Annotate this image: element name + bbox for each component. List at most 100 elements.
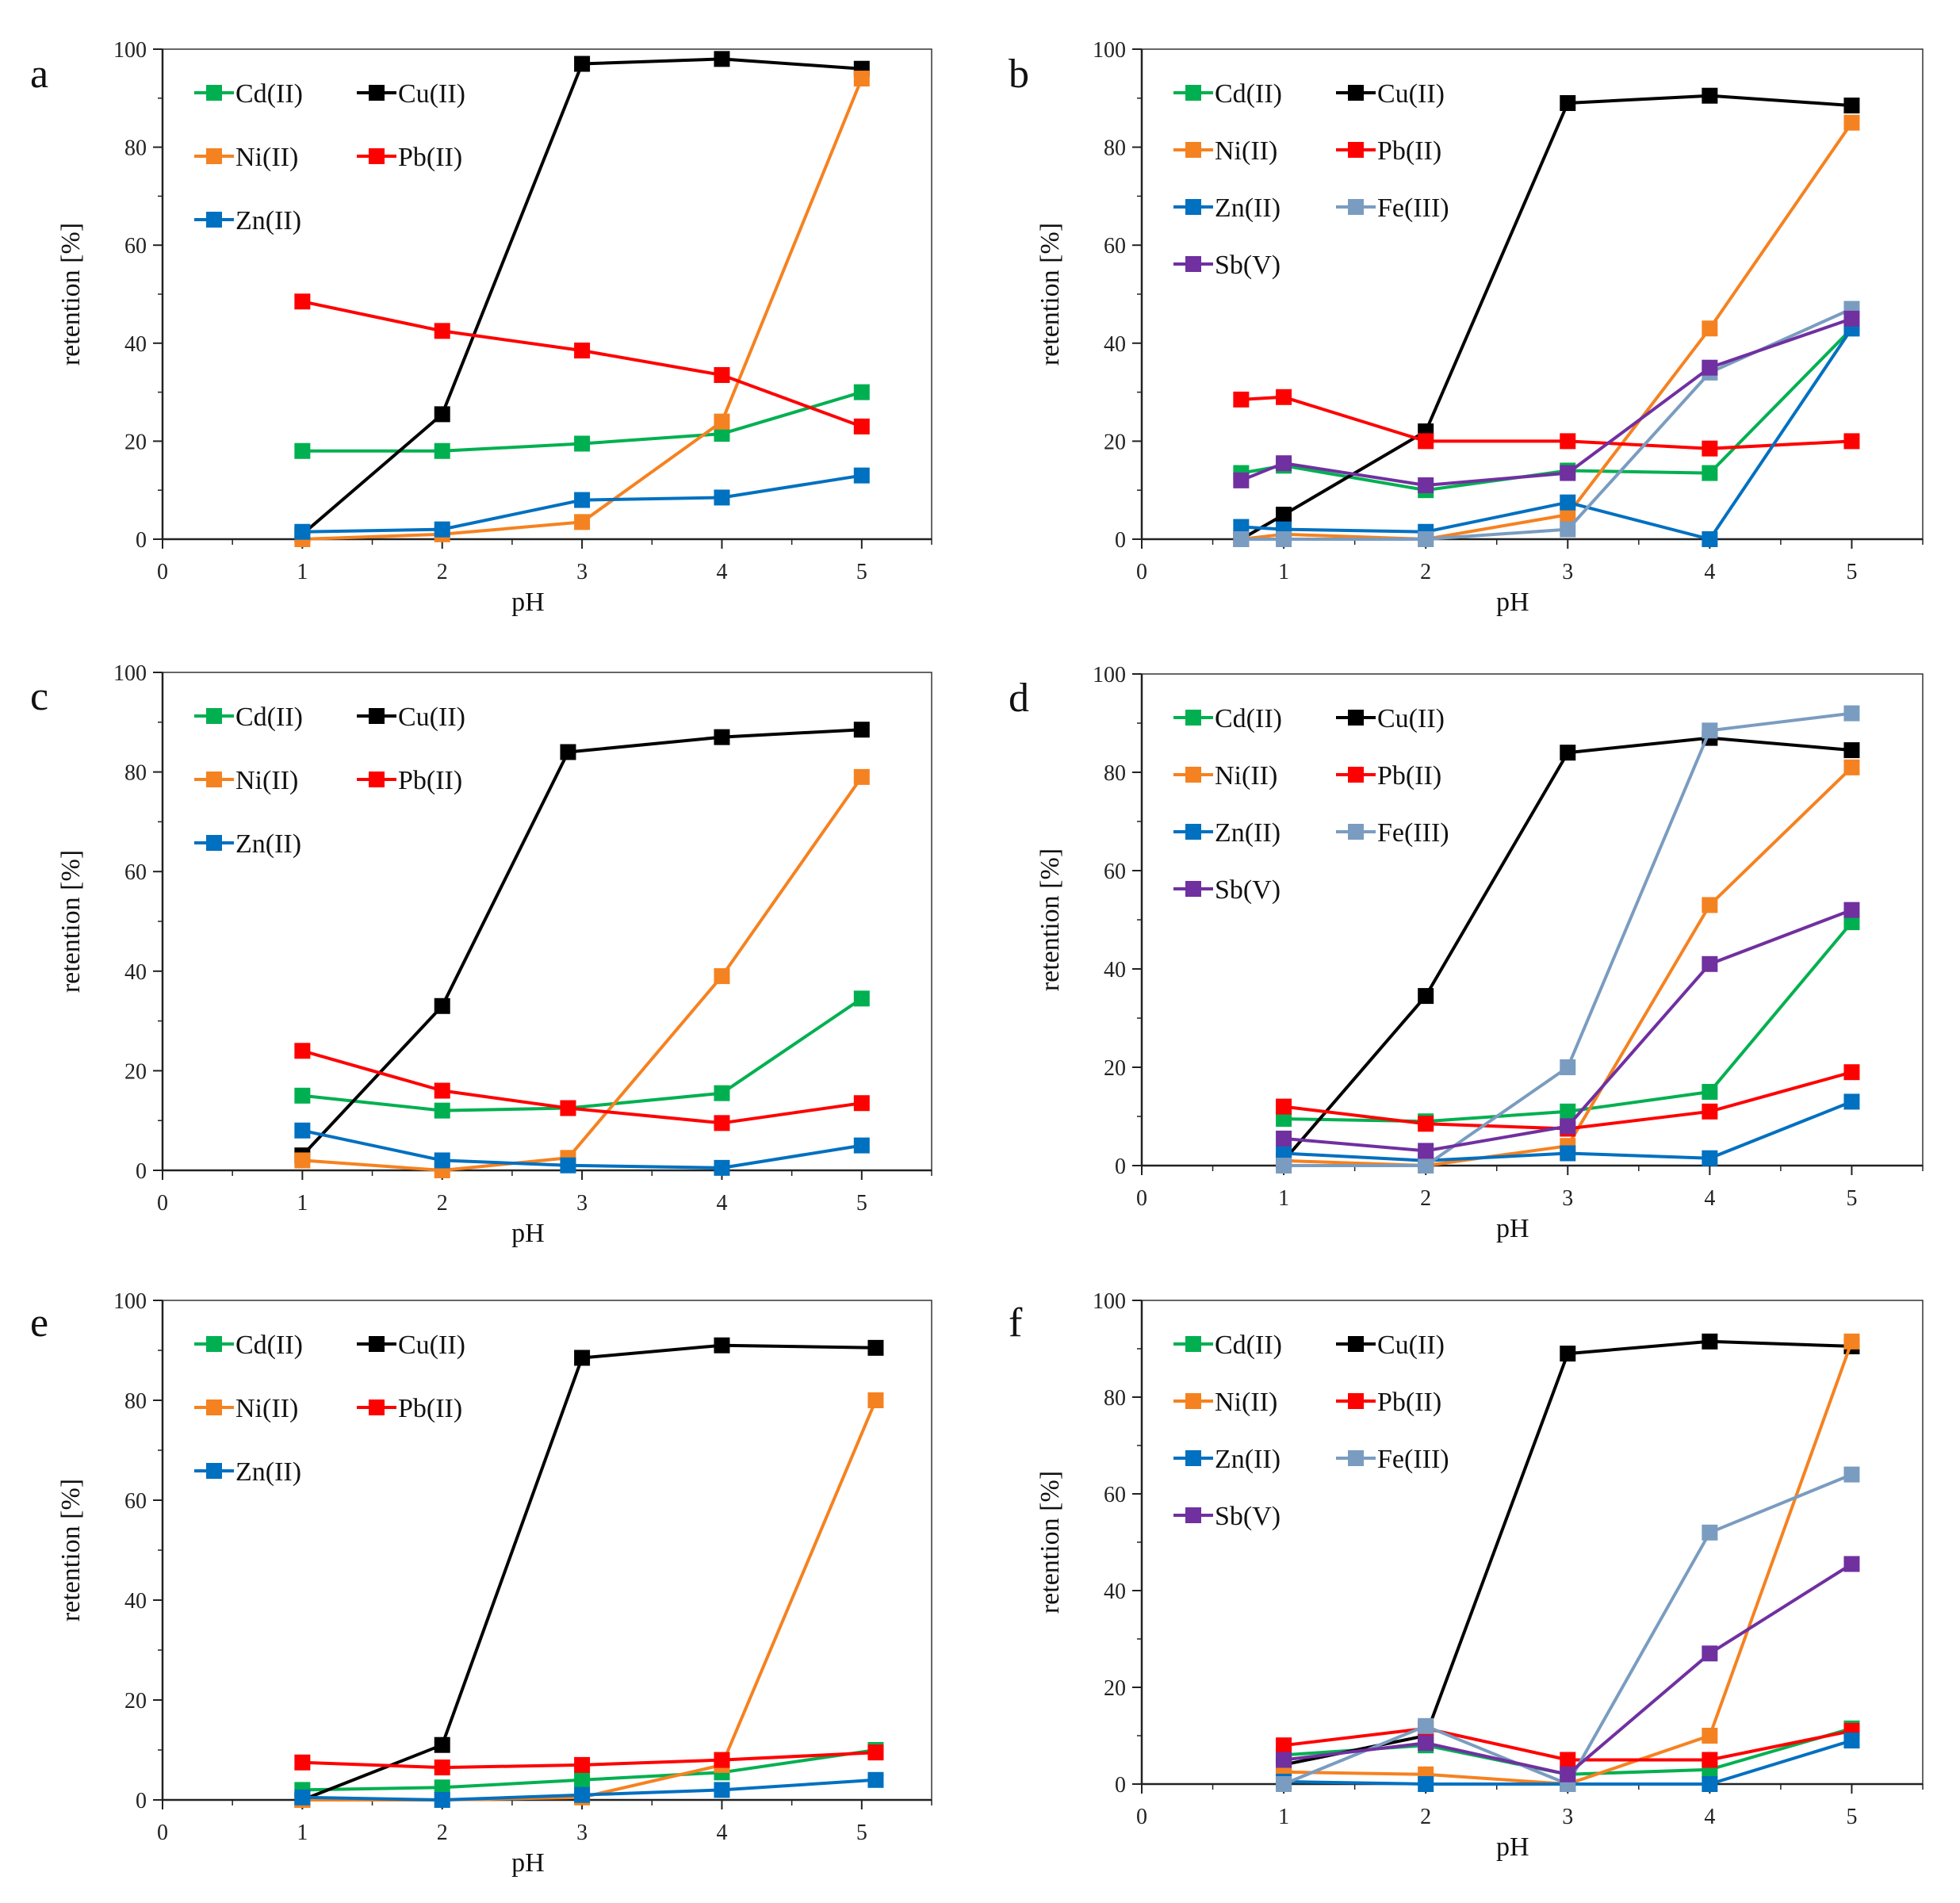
x-tick-label-a: 0 (157, 560, 168, 584)
series-line-niii (1284, 1341, 1854, 1786)
legend-label: Ni(II) (235, 766, 298, 795)
legend-item-cuii: Cu(II) (1336, 704, 1445, 733)
x-tick-label-d: 4 (1704, 1186, 1715, 1211)
legend-item-znii: Zn(II) (1173, 818, 1281, 848)
series-line-niii (302, 1399, 878, 1802)
x-tick-label-b: 0 (1136, 560, 1147, 584)
legend-item-niii: Ni(II) (194, 766, 298, 795)
y-tick-label-f: 80 (1104, 1386, 1126, 1411)
plot-frame-a (162, 48, 932, 540)
data-point-cdii (294, 442, 311, 459)
data-point-feiii (1418, 531, 1434, 547)
data-point-cuii (1418, 988, 1434, 1005)
legend-label: Sb(V) (1215, 875, 1281, 905)
plot-frame-e (162, 1300, 932, 1801)
x-tick-label-b: 5 (1846, 560, 1857, 584)
x-tick-label-e: 5 (856, 1821, 867, 1845)
data-point-feiii (1843, 1466, 1860, 1483)
x-axis-label-b: pH (1496, 588, 1529, 617)
series-line-feiii (1283, 1472, 1853, 1786)
x-tick-label-d: 5 (1846, 1186, 1857, 1211)
legend-swatch-marker (1185, 199, 1201, 215)
legend-swatch-marker (206, 85, 222, 101)
x-tick-label-c: 1 (297, 1191, 308, 1216)
y-tick-label-d: 40 (1104, 958, 1126, 982)
data-point-cuii (714, 1337, 730, 1354)
legend-item-cdii: Cd(II) (194, 79, 303, 109)
data-point-pbii (1843, 433, 1860, 450)
data-point-cdii (434, 1779, 450, 1796)
data-point-pbii (294, 293, 311, 310)
panel-a: a 0 20 40 60 80 100 0 1 2 3 4 5 pH retention [%] Cd(II)… (30, 38, 932, 617)
legend-swatch-marker (1348, 767, 1364, 783)
legend-item-niii: Ni(II) (1173, 136, 1277, 166)
legend-label: Ni(II) (1215, 1388, 1277, 1417)
plot-frame-b (1141, 48, 1924, 540)
data-point-cuii (853, 722, 870, 738)
data-point-pbii (574, 343, 591, 359)
x-tick-label-e: 2 (437, 1821, 448, 1845)
data-point-cuii (714, 51, 730, 67)
x-tick-label-d: 0 (1136, 1186, 1147, 1211)
series-cuii-d (1276, 729, 1860, 1169)
series-line-cuii (301, 1343, 876, 1802)
data-point-cdii (574, 435, 591, 452)
data-point-pbii (434, 1759, 450, 1776)
data-point-niii (1560, 507, 1576, 523)
data-point-cuii (560, 744, 576, 760)
y-axis-label-c: retention [%] (56, 850, 86, 993)
data-point-niii (294, 1152, 311, 1169)
legend-item-pbii: Pb(II) (1336, 1388, 1441, 1417)
series-niii-e (294, 1392, 884, 1808)
legend-swatch-marker (206, 772, 222, 787)
data-point-sbv (1702, 955, 1718, 972)
x-tick-label-b: 1 (1278, 560, 1289, 584)
legend-swatch-marker (369, 85, 385, 101)
series-line-znii (1241, 327, 1854, 541)
legend-item-cdii: Cd(II) (1173, 704, 1282, 733)
legend-swatch-marker (206, 212, 222, 228)
series-cdii-d (1276, 914, 1860, 1130)
legend-item-sbv: Sb(V) (1173, 875, 1281, 905)
legend-item-feiii: Fe(III) (1336, 193, 1449, 223)
data-point-sbv (1843, 902, 1860, 918)
legend-swatch-marker (1185, 1393, 1201, 1409)
series-cuii-c (294, 722, 870, 1164)
x-tick-label-f: 5 (1846, 1805, 1857, 1829)
legend-item-pbii: Pb(II) (1336, 761, 1441, 791)
data-point-niii (1843, 114, 1860, 131)
x-tick-label-b: 3 (1562, 560, 1573, 584)
legend-label: Zn(II) (235, 206, 301, 235)
series-line-cuii (301, 57, 862, 536)
data-point-cuii (434, 997, 450, 1014)
legend-item-znii: Zn(II) (194, 829, 301, 859)
x-tick-label-c: 5 (856, 1191, 867, 1216)
y-tick-label-e: 20 (124, 1689, 147, 1713)
x-tick-label-e: 4 (716, 1821, 727, 1845)
panel-e: e 0 20 40 60 80 100 0 1 2 3 4 5 pH retention [%] Cd(II)… (30, 1289, 932, 1878)
legend-item-pbii: Pb(II) (357, 143, 462, 172)
x-tick-label-c: 2 (437, 1191, 448, 1216)
legend-label: Cd(II) (1215, 1331, 1282, 1360)
x-axis-label-d: pH (1496, 1214, 1529, 1243)
legend-swatch-marker (1348, 199, 1364, 215)
legend-item-cdii: Cd(II) (194, 703, 303, 732)
legend-item-niii: Ni(II) (194, 143, 298, 172)
legend-label: Pb(II) (1377, 1388, 1441, 1417)
legend-swatch-marker (1348, 710, 1364, 726)
legend-item-pbii: Pb(II) (1336, 136, 1441, 166)
legend-label: Cd(II) (1215, 79, 1282, 109)
y-tick-label-a: 80 (124, 136, 147, 161)
data-point-znii (1233, 519, 1250, 535)
y-tick-label-b: 40 (1104, 332, 1126, 357)
data-point-cdii (853, 384, 870, 400)
data-point-znii (1843, 1093, 1860, 1110)
legend-swatch-marker (206, 1399, 222, 1415)
data-point-niii (574, 514, 591, 530)
data-point-znii (867, 1771, 884, 1788)
data-point-pbii (1276, 1098, 1292, 1115)
legend-item-cdii: Cd(II) (1173, 1331, 1282, 1360)
data-point-znii (434, 1792, 450, 1808)
series-line-niii (302, 775, 863, 1172)
data-point-feiii (1843, 705, 1860, 722)
